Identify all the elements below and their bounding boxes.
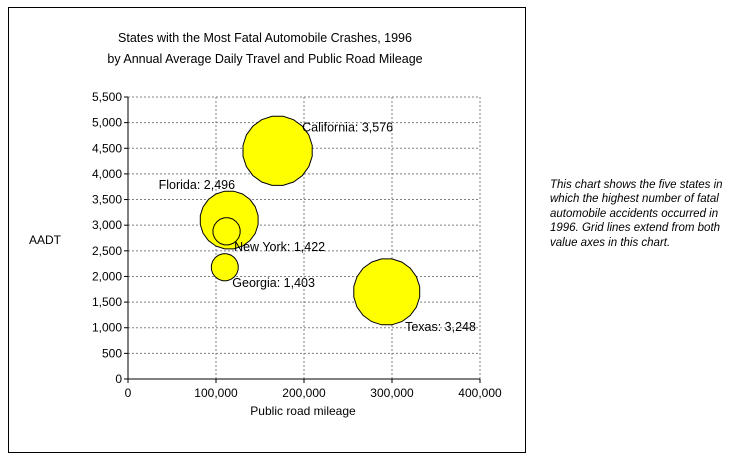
y-tick-label: 1,500 xyxy=(92,295,122,309)
chart-title: States with the Most Fatal Automobile Cr… xyxy=(107,31,422,66)
x-tick-label: 0 xyxy=(125,386,132,400)
y-axis-label: AADT xyxy=(29,233,62,247)
x-axis-label: Public road mileage xyxy=(250,404,356,418)
bubble-chart: States with the Most Fatal Automobile Cr… xyxy=(29,31,502,418)
bubble-label-florida: Florida: 2,496 xyxy=(159,178,235,192)
bubble-label-new-york: New York: 1,422 xyxy=(234,240,325,254)
y-tick-label: 4,500 xyxy=(92,141,122,155)
x-axis-ticks: 0 100,000 200,000 300,000 400,000 xyxy=(125,379,502,400)
bubble-label-california: California: 3,576 xyxy=(302,121,393,135)
y-tick-label: 5,500 xyxy=(92,90,122,104)
y-tick-label: 500 xyxy=(102,346,122,360)
chart-frame: States with the Most Fatal Automobile Cr… xyxy=(8,7,526,453)
y-tick-label: 4,000 xyxy=(92,167,122,181)
chart-title-line-2: by Annual Average Daily Travel and Publi… xyxy=(107,52,422,66)
bubbles xyxy=(199,115,421,326)
bubble-label-texas: Texas: 3,248 xyxy=(405,320,476,334)
bubble-california xyxy=(242,115,313,186)
chart-title-line-1: States with the Most Fatal Automobile Cr… xyxy=(118,31,412,45)
x-tick-label: 300,000 xyxy=(370,386,414,400)
y-tick-label: 2,500 xyxy=(92,244,122,258)
bubble-new-york xyxy=(212,217,241,246)
bubble-georgia xyxy=(210,253,239,282)
x-tick-label: 100,000 xyxy=(194,386,238,400)
y-tick-label: 3,000 xyxy=(92,218,122,232)
x-tick-label: 400,000 xyxy=(458,386,502,400)
y-tick-label: 0 xyxy=(115,372,122,386)
y-tick-label: 5,000 xyxy=(92,116,122,130)
y-tick-label: 1,000 xyxy=(92,321,122,335)
chart-caption: This chart shows the five states in whic… xyxy=(550,179,723,249)
bubble-label-georgia: Georgia: 1,403 xyxy=(232,276,315,290)
x-tick-label: 200,000 xyxy=(282,386,326,400)
bubble-labels: California: 3,576 Florida: 2,496 New York:… xyxy=(159,121,476,335)
bubble-texas xyxy=(353,258,421,326)
y-axis-ticks: 0 500 1,000 1,500 2,000 2,500 3,000 3,500 4,000 4… xyxy=(92,90,128,386)
y-tick-label: 3,500 xyxy=(92,193,122,207)
y-tick-label: 2,000 xyxy=(92,269,122,283)
